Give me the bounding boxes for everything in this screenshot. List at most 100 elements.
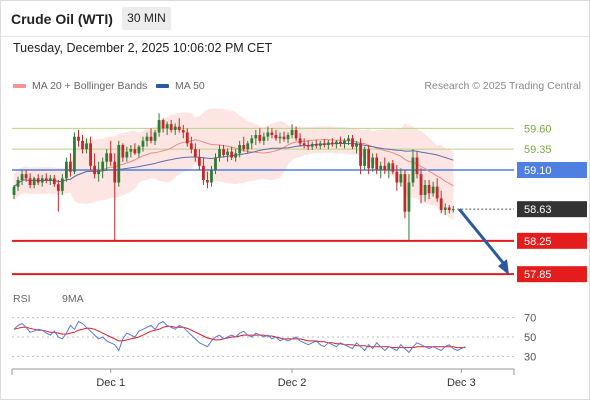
candle-body bbox=[109, 153, 113, 162]
candle-body bbox=[218, 149, 221, 158]
candle-body bbox=[105, 153, 109, 162]
candle-body bbox=[121, 145, 125, 158]
candle-body bbox=[48, 178, 52, 181]
bollinger-band bbox=[14, 108, 454, 221]
legend-ma50: MA 50 bbox=[156, 80, 205, 92]
candle-body bbox=[125, 151, 129, 158]
instrument-title: Crude Oil (WTI) bbox=[11, 11, 113, 27]
candle-body bbox=[383, 165, 387, 170]
candle-body bbox=[153, 132, 157, 141]
candle-body bbox=[415, 157, 419, 175]
candle-body bbox=[335, 141, 338, 145]
candle-body bbox=[419, 174, 423, 195]
resistance-2-label: 59.60 bbox=[524, 123, 552, 135]
candle-body bbox=[322, 143, 326, 145]
candle-body bbox=[89, 143, 92, 166]
candle-body bbox=[411, 157, 415, 183]
candle-body bbox=[238, 145, 242, 154]
candle-body bbox=[407, 182, 411, 212]
candle-body bbox=[169, 124, 173, 130]
candle-body bbox=[363, 149, 367, 166]
candle-body bbox=[193, 149, 197, 158]
candle-body bbox=[64, 161, 68, 179]
candle-body bbox=[145, 136, 149, 141]
candle-body bbox=[302, 143, 306, 145]
candle-body bbox=[371, 157, 375, 169]
candle-body bbox=[117, 145, 121, 183]
candle-body bbox=[395, 171, 399, 183]
candle-body bbox=[326, 142, 330, 145]
candle-body bbox=[129, 149, 133, 152]
candle-body bbox=[266, 132, 270, 137]
candle-body bbox=[77, 136, 80, 141]
candle-body bbox=[234, 153, 238, 158]
candle-body bbox=[431, 186, 435, 194]
candle-body bbox=[347, 138, 350, 141]
legend-9ma-label: 9MA bbox=[62, 293, 84, 305]
candle-body bbox=[16, 180, 20, 187]
candle-body bbox=[359, 143, 362, 166]
candle-body bbox=[330, 142, 334, 145]
candle-body bbox=[314, 144, 318, 146]
candle-body bbox=[427, 185, 431, 194]
candle-body bbox=[56, 184, 60, 191]
ma20-swatch bbox=[13, 84, 26, 89]
rsi-line bbox=[13, 320, 466, 354]
candle-body bbox=[40, 178, 44, 183]
candle-body bbox=[274, 135, 278, 139]
research-credit: Research © 2025 Trading Central bbox=[424, 80, 581, 92]
legend-ma20: MA 20 + Bollinger Bands bbox=[13, 80, 147, 92]
x-tick-label: Dec 2 bbox=[278, 377, 307, 389]
candle-body bbox=[141, 140, 145, 147]
candle-body bbox=[355, 143, 358, 147]
candle-body bbox=[318, 143, 322, 146]
legend-ma20-label: MA 20 + Bollinger Bands bbox=[32, 80, 148, 92]
support-2-label-box bbox=[517, 266, 587, 283]
current-price-label: 58.63 bbox=[524, 204, 552, 216]
candle-body bbox=[286, 135, 290, 140]
ma50-line bbox=[13, 143, 454, 188]
legend-ma50-label: MA 50 bbox=[175, 80, 205, 92]
rsi-tick-label: 30 bbox=[524, 351, 536, 363]
candle-body bbox=[197, 157, 201, 166]
rsi-tick-label: 50 bbox=[524, 332, 536, 344]
candle-body bbox=[210, 170, 213, 183]
candle-body bbox=[226, 151, 229, 155]
candle-body bbox=[443, 207, 447, 210]
candle-body bbox=[391, 163, 395, 172]
x-tick-label: Dec 1 bbox=[96, 377, 125, 389]
legend-9ma: 9MA bbox=[62, 293, 84, 305]
candle-body bbox=[101, 161, 105, 170]
candle-body bbox=[403, 174, 407, 212]
candle-body bbox=[379, 165, 383, 170]
candle-body bbox=[81, 140, 84, 150]
candle-body bbox=[32, 178, 36, 185]
candle-body bbox=[343, 140, 346, 144]
candle-body bbox=[399, 174, 403, 183]
legend-rsi: RSI bbox=[13, 293, 31, 305]
candle-body bbox=[447, 207, 451, 210]
candle-body bbox=[28, 178, 32, 185]
support-2-label: 57.85 bbox=[524, 269, 552, 281]
pivot-label: 59.10 bbox=[524, 165, 552, 177]
candle-body bbox=[157, 120, 161, 133]
candle-body bbox=[298, 138, 302, 144]
candle-body bbox=[97, 170, 101, 175]
candle-body bbox=[93, 165, 96, 175]
candle-body bbox=[161, 120, 165, 129]
candle-body bbox=[435, 186, 439, 199]
candle-body bbox=[214, 157, 217, 170]
candle-body bbox=[173, 126, 177, 130]
support-1-label: 58.25 bbox=[524, 236, 552, 248]
candle-body bbox=[270, 132, 274, 135]
pivot-label-box bbox=[517, 162, 587, 178]
resistance-1-label: 59.35 bbox=[524, 144, 552, 156]
candle-body bbox=[367, 149, 371, 169]
candle-body bbox=[60, 178, 64, 191]
interval-button[interactable]: 30 MIN bbox=[122, 7, 171, 30]
candle-body bbox=[206, 180, 209, 183]
candle-body bbox=[262, 136, 266, 141]
forecast-arrow-head bbox=[498, 259, 509, 276]
candle-body bbox=[12, 186, 16, 195]
